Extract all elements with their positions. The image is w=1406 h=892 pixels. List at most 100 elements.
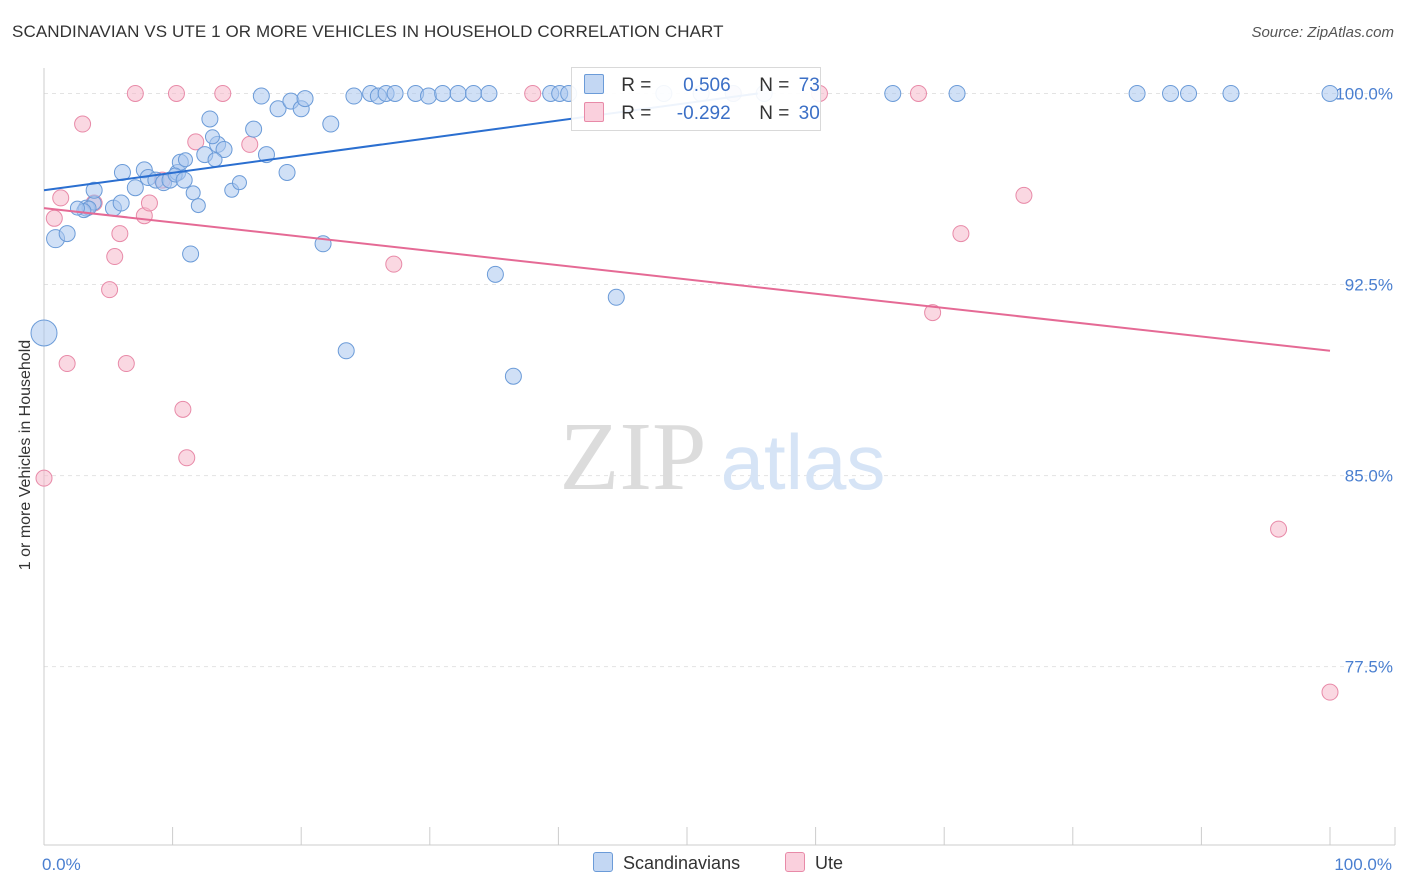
y-tick-label: 85.0% [1345,467,1393,486]
scandinavian-point [58,225,76,243]
scandinavian-point [245,120,263,138]
ute-point [385,255,403,273]
scandinavian-point [252,87,270,105]
scandinavian-point [201,110,219,128]
ute-point [924,304,942,322]
legend-row-ute: R = -0.292 N = 30 [584,102,820,126]
scandinavian-point [386,84,404,102]
scandinavian-point [504,367,522,385]
ute-point [101,281,119,299]
scandinavian-point [322,115,340,133]
ute-point [111,225,129,243]
ute-trend-line [43,207,1331,352]
trend-lines [43,92,1331,352]
ute-point [524,84,542,102]
scandinavian-point [30,319,58,347]
scandinavian-point [337,342,355,360]
series-swatch-ute [785,852,805,872]
scandinavian-point [607,288,625,306]
y-tick-label: 77.5% [1345,658,1393,677]
series-swatch-scandinavians [593,852,613,872]
ute-point [909,84,927,102]
scandinavian-point [231,175,247,191]
scandinavian-point [449,84,467,102]
chart-title: SCANDINAVIAN VS UTE 1 OR MORE VEHICLES I… [12,22,724,41]
scandinavian-point [1162,84,1180,102]
legend-n-value: 73 [798,75,820,96]
scandinavian-point [884,84,902,102]
legend-r-label: R = [621,75,652,96]
ute-point [1015,186,1033,204]
legend-r-value: 0.506 [683,75,731,96]
series-legend-ute: Ute [785,852,843,874]
scandinavian-point [126,179,144,197]
ute-point [117,355,135,373]
scandinavian-point [420,87,438,105]
legend-r-value: -0.292 [676,103,731,124]
scandinavian-point [486,265,504,283]
correlation-legend: R = 0.506 N = 73 R = -0.292 N = 30 [571,67,821,131]
legend-n-label: N = [759,75,790,96]
scandinavian-point [1128,84,1146,102]
ute-point [140,194,158,212]
ute-point [45,209,63,227]
ute-point [1270,520,1288,538]
scandinavian-point [480,84,498,102]
watermark-atlas: atlas [721,418,886,506]
scandinavian-point [85,181,103,199]
scandinavian-point [1321,84,1339,102]
ute-point [126,84,144,102]
x-tick-label: 0.0% [42,855,81,874]
scandinavian-point [1222,84,1240,102]
x-tick-label: 100.0% [1334,855,1392,874]
legend-r-label: R = [621,103,652,124]
ute-point [174,400,192,418]
scandinavian-point [434,84,452,102]
scandinavian-point [345,87,363,105]
y-tick-label: 92.5% [1345,276,1393,295]
scandinavian-point [948,84,966,102]
series-legend: Scandinavians Ute [0,852,1406,876]
scandinavian-point [182,245,200,263]
scandinavian-point [175,171,193,189]
y-axis-label: 1 or more Vehicles in Household [17,339,34,571]
watermark-zip: ZIP [560,403,707,511]
legend-swatch-ute [584,102,604,122]
scandinavian-point [215,141,233,159]
series-legend-label: Ute [815,853,844,873]
legend-n-label: N = [759,103,790,124]
scandinavian-point [465,84,483,102]
ute-point [106,248,124,266]
scandinavian-point [278,163,296,181]
scandinavian-point [112,194,130,212]
axes [43,68,1396,846]
scandinavian-point [177,152,193,168]
ute-point [187,133,205,151]
scandinavian-point [1180,84,1198,102]
series-legend-label: Scandinavians [623,853,741,873]
y-tick-label: 100.0% [1335,84,1393,103]
scandinavian-point [185,185,201,201]
ute-point [214,84,232,102]
tick-labels: 100.0% 92.5% 85.0% 77.5% 0.0% 100.0% [42,84,1393,874]
ute-point [167,84,185,102]
legend-row-scandinavians: R = 0.506 N = 73 [584,74,820,98]
watermark: ZIP atlas [560,403,886,511]
ute-point [178,449,196,467]
scandinavian-point [190,198,206,214]
data-points [30,84,1339,701]
legend-n-value: 30 [798,103,820,124]
ute-point [74,115,92,133]
source-label: Source: ZipAtlas.com [1251,24,1394,41]
scandinavian-point [296,90,314,108]
ute-point [52,189,70,207]
scandinavian-point [204,129,220,145]
legend-swatch-scandinavians [584,74,604,94]
series-legend-scandinavians: Scandinavians [593,852,740,874]
ute-point [58,355,76,373]
scandinavian-point [207,152,223,168]
ute-point [241,135,259,153]
gridlines [44,92,1395,668]
ute-point [1321,683,1339,701]
